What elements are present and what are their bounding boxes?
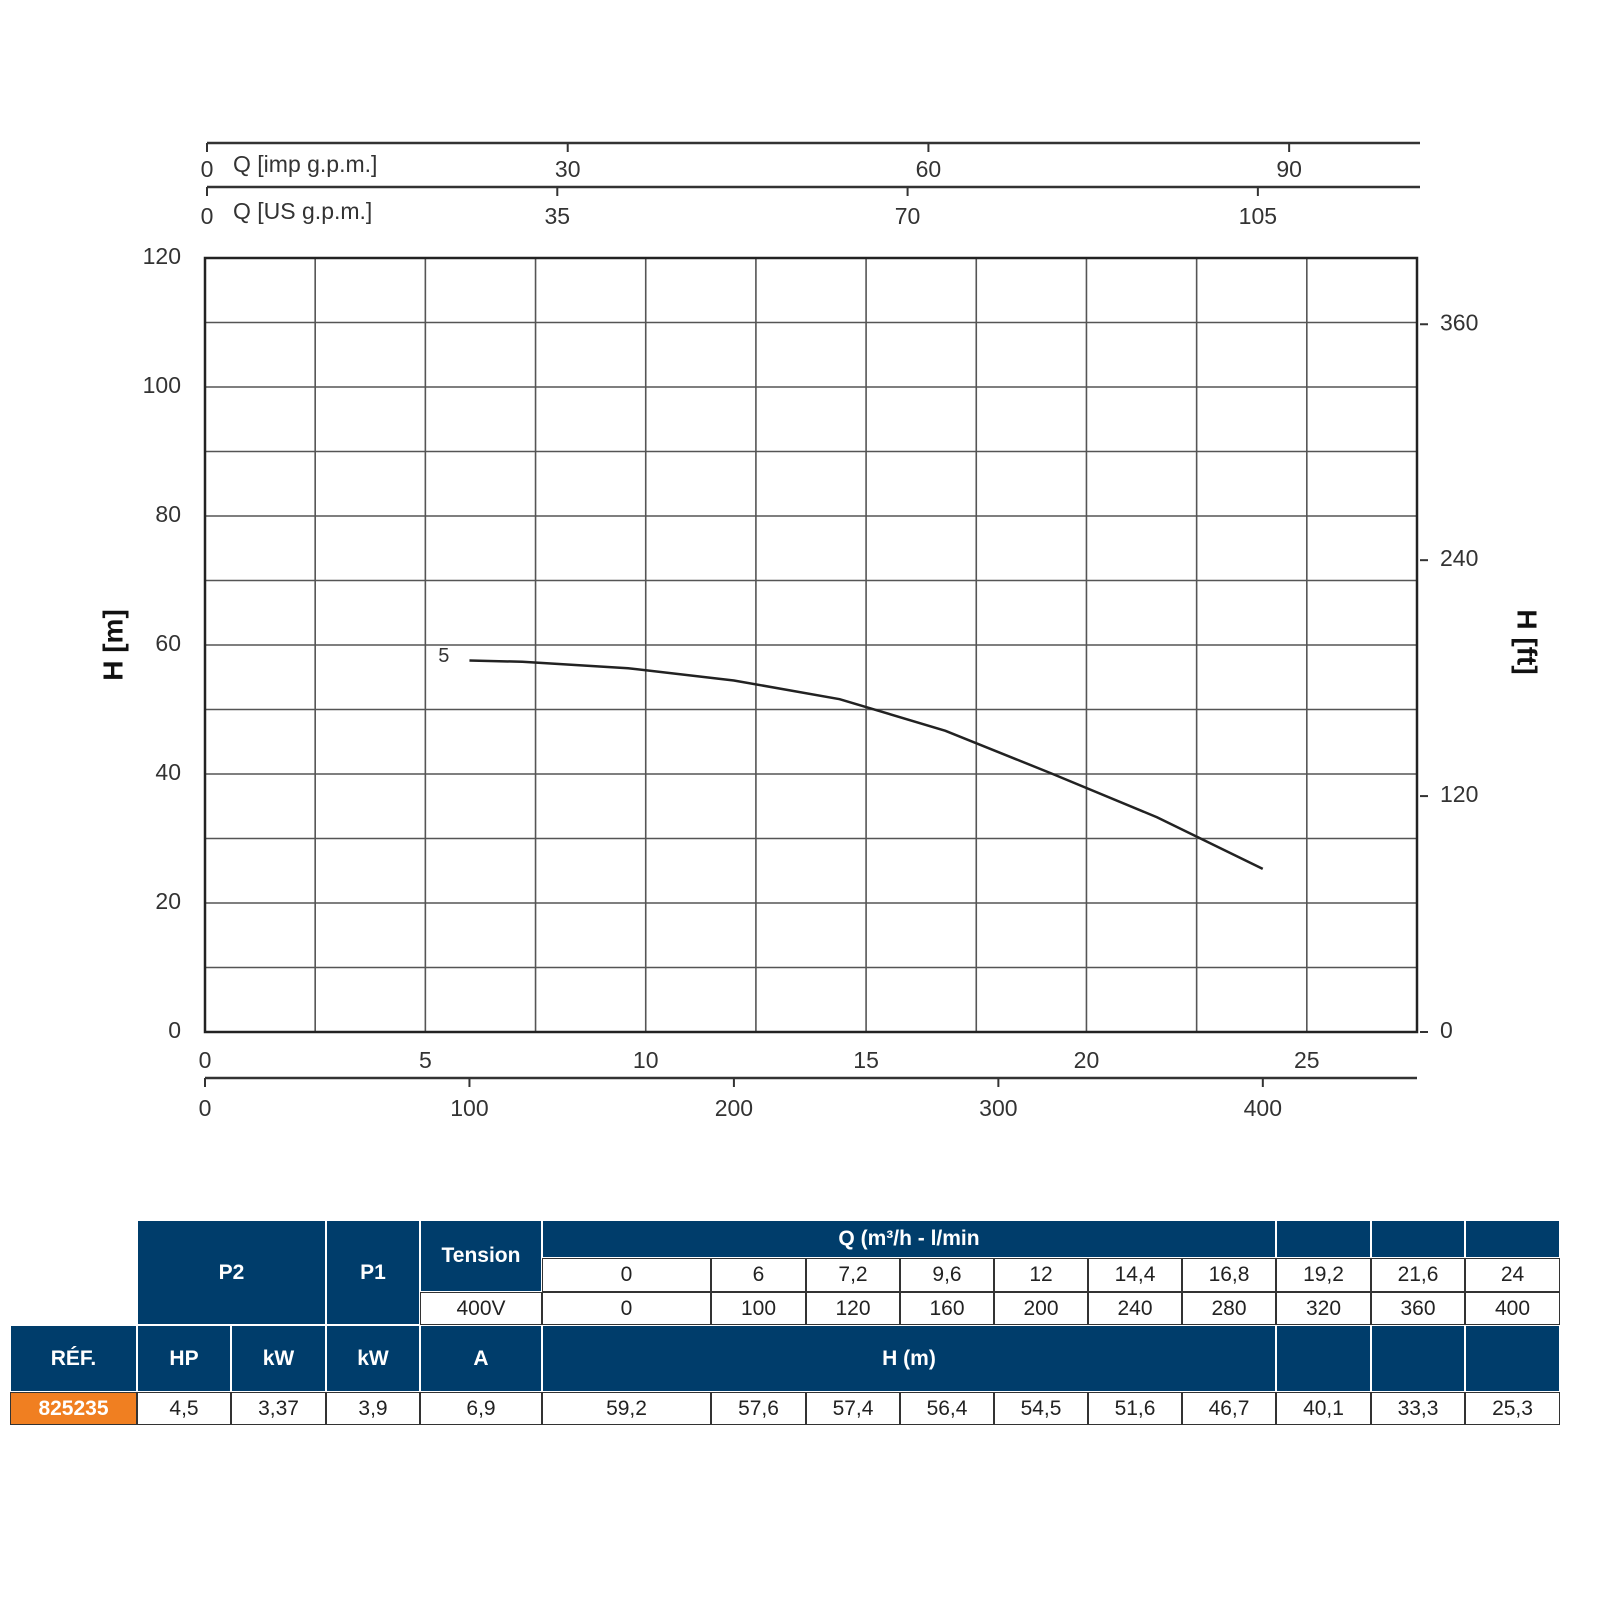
y2-axis-label: H [ft] [1512,609,1543,674]
x-tick-label: 15 [853,1047,879,1073]
bottom-axis-tick-label: 0 [199,1095,212,1121]
flow-cell: 7,2 [806,1258,900,1292]
data-cell: 57,4 [806,1392,900,1425]
y2-tick-label: 0 [1440,1017,1453,1043]
header-cell: H (m) [542,1325,1276,1392]
flow-cell: 14,4 [1088,1258,1182,1292]
header-cell: Q (m³/h - l/min [542,1220,1276,1258]
flow-cell: 320 [1276,1292,1371,1325]
header-cell: HP [137,1325,231,1392]
y-tick-label: 100 [143,372,181,398]
flow-cell: 100 [711,1292,806,1325]
bottom-axis-tick-label: 100 [450,1095,488,1121]
flow-cell: 6 [711,1258,806,1292]
x-tick-label: 20 [1074,1047,1100,1073]
flow-cell: 0 [542,1258,711,1292]
flow-cell: 9,6 [900,1258,994,1292]
y-tick-label: 0 [168,1017,181,1043]
bottom-axis-tick-label: 200 [715,1095,753,1121]
data-cell: 40,1 [1276,1392,1371,1425]
top-axis-tick-label: 0 [201,156,214,182]
data-cell: 59,2 [542,1392,711,1425]
flow-cell: 200 [994,1292,1088,1325]
x-tick-label: 5 [419,1047,432,1073]
y-tick-label: 60 [155,630,181,656]
y-tick-label: 80 [155,501,181,527]
y2-tick-label: 360 [1440,309,1478,335]
header-blank [1465,1325,1560,1392]
header-blank [1465,1220,1560,1258]
top-axis-tick-label: 30 [555,156,581,182]
header-cell: 400V [420,1292,542,1325]
bottom-axis-tick-label: 400 [1244,1095,1282,1121]
data-cell: 825235 [10,1392,137,1425]
header-blank [1276,1220,1371,1258]
top-axis-tick-label: 70 [895,203,921,229]
top-axis-label: Q [imp g.p.m.] [233,151,377,177]
chart: 0 5 10 15 20 25 0 20 40 60 80 100 120 0 120 240 360 H [m]… [97,141,1543,1121]
data-cell: 25,3 [1465,1392,1560,1425]
top-axis-tick-label: 90 [1276,156,1302,182]
y2-tick-label: 240 [1440,545,1478,571]
y-tick-label: 20 [155,888,181,914]
flow-cell: 21,6 [1371,1258,1465,1292]
header-cell: A [420,1325,542,1392]
data-cell: 54,5 [994,1392,1088,1425]
data-cell: 3,37 [231,1392,326,1425]
data-cell: 4,5 [137,1392,231,1425]
y-axis-label: H [m] [97,609,128,681]
y-tick-label: 40 [155,759,181,785]
flow-cell: 160 [900,1292,994,1325]
data-cell: 57,6 [711,1392,806,1425]
y2-tick-label: 120 [1440,781,1478,807]
flow-cell: 19,2 [1276,1258,1371,1292]
top-axis-tick-label: 0 [201,203,214,229]
flow-cell: 400 [1465,1292,1560,1325]
header-blank [1276,1325,1371,1392]
header-cell: Tension [420,1220,542,1292]
curve [469,659,1264,870]
top-axis-tick-label: 105 [1239,203,1277,229]
flow-cell: 12 [994,1258,1088,1292]
x-tick-label: 10 [633,1047,659,1073]
top-axis-tick-label: 60 [916,156,942,182]
top-axis-label: Q [US g.p.m.] [233,198,372,224]
data-cell: 6,9 [420,1392,542,1425]
bottom-axis-tick-label: 300 [979,1095,1017,1121]
data-cell: 46,7 [1182,1392,1276,1425]
plot-frame [203,256,1419,1034]
flow-cell: 360 [1371,1292,1465,1325]
flow-cell: 280 [1182,1292,1276,1325]
header-cell: RÉF. [10,1325,137,1392]
header-cell: kW [231,1325,326,1392]
data-cell: 33,3 [1371,1392,1465,1425]
header-cell: P1 [326,1220,420,1325]
x-tick-label: 0 [199,1047,212,1073]
header-blank [1371,1325,1465,1392]
data-cell: 56,4 [900,1392,994,1425]
y-tick-label: 120 [143,243,181,269]
top-axis-tick-label: 35 [544,203,570,229]
flow-cell: 16,8 [1182,1258,1276,1292]
curve-label: 5 [438,645,449,667]
header-cell: kW [326,1325,420,1392]
data-cell: 3,9 [326,1392,420,1425]
flow-cell: 240 [1088,1292,1182,1325]
x-tick-label: 25 [1294,1047,1320,1073]
header-blank [1371,1220,1465,1258]
header-cell: P2 [137,1220,326,1325]
flow-cell: 0 [542,1292,711,1325]
flow-cell: 120 [806,1292,900,1325]
flow-cell: 24 [1465,1258,1560,1292]
data-cell: 51,6 [1088,1392,1182,1425]
